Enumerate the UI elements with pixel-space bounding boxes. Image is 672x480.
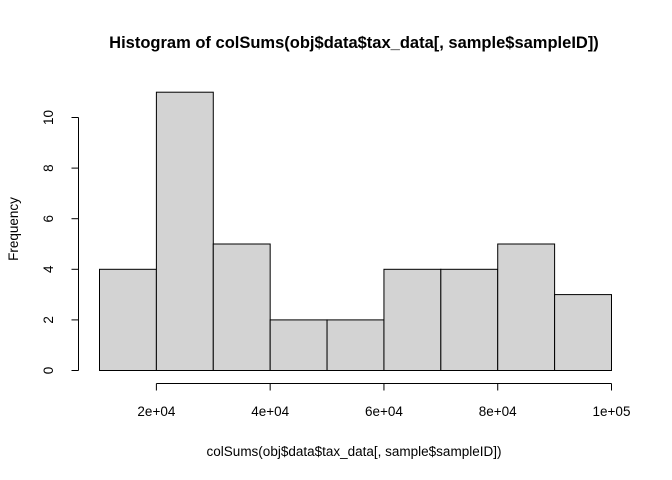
histogram-bar [497,243,556,371]
histogram-bar [269,319,328,371]
histogram-bar [99,268,157,371]
histogram-bar [212,243,271,371]
histogram-bar [326,319,385,371]
chart-title: Histogram of colSums(obj$data$tax_data[,… [109,34,599,52]
x-axis-label: colSums(obj$data$tax_data[, sample$sampl… [207,444,502,459]
y-axis: 0 2 4 6 8 10 [41,110,79,374]
y-tick-label: 4 [41,265,56,273]
y-tick-label: 8 [41,164,56,172]
y-tick-label: 2 [41,316,56,324]
x-tick-label: 2e+04 [137,404,175,419]
x-tick-label: 8e+04 [479,404,517,419]
histogram-bar [383,268,442,371]
histogram-bar [554,294,612,372]
histogram-bar [440,268,499,371]
histogram-bar [155,91,214,371]
y-tick-label: 10 [41,110,56,125]
y-tick-label: 6 [41,215,56,223]
x-tick-label: 6e+04 [365,404,403,419]
x-tick-label: 4e+04 [251,404,289,419]
x-tick-label: 1e+05 [593,404,631,419]
bars-group [99,91,612,372]
y-axis-label: Frequency [6,197,21,261]
x-axis: 2e+04 4e+04 6e+04 8e+04 1e+05 [137,383,631,419]
y-tick-label: 0 [41,367,56,375]
